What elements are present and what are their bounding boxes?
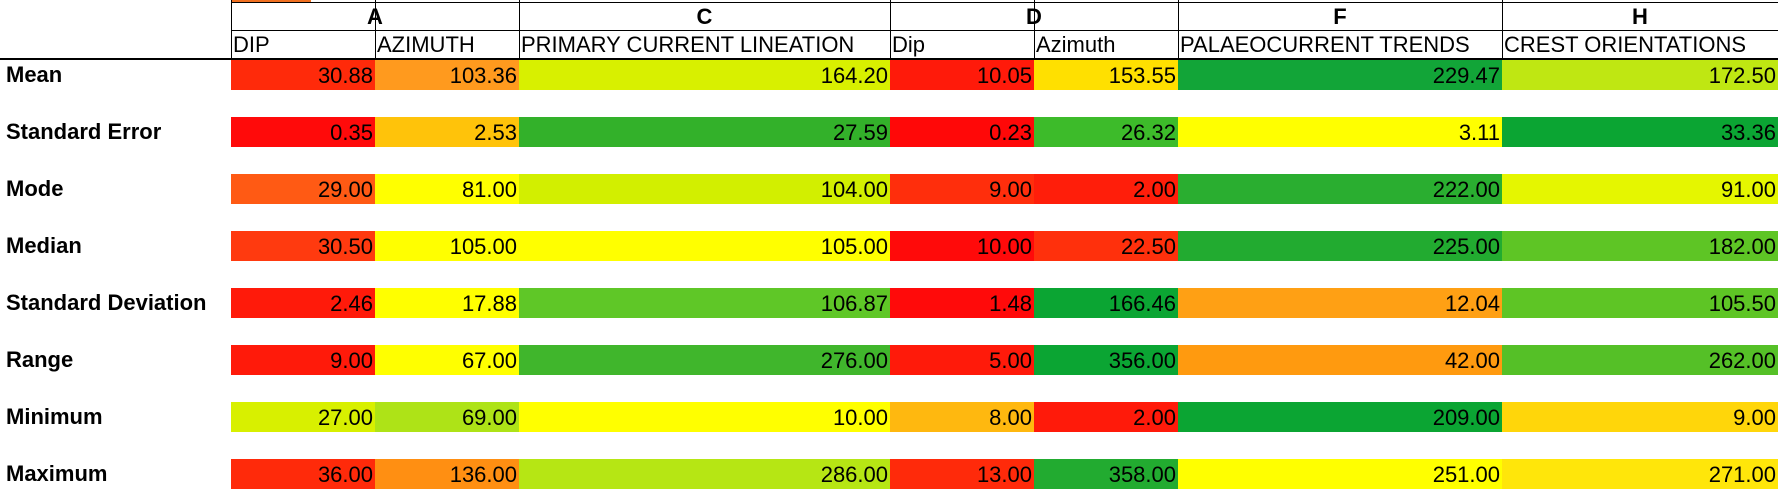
data-cell[interactable]: 105.00 — [375, 231, 519, 261]
column-header-3[interactable]: Dip — [892, 32, 926, 57]
data-cell[interactable]: 229.47 — [1178, 60, 1502, 90]
column-divider — [1034, 0, 1035, 59]
data-cell[interactable]: 172.50 — [1502, 60, 1778, 90]
data-cell[interactable]: 209.00 — [1178, 402, 1502, 432]
column-header-1[interactable]: AZIMUTH — [377, 32, 475, 57]
column-divider — [890, 0, 891, 59]
data-cell[interactable]: 29.00 — [231, 174, 375, 204]
data-cell[interactable]: 262.00 — [1502, 345, 1778, 375]
data-cell[interactable]: 105.00 — [519, 231, 890, 261]
column-divider — [1178, 0, 1179, 59]
row-label-range: Range — [6, 347, 74, 372]
data-cell[interactable]: 2.46 — [231, 288, 375, 318]
data-cell[interactable]: 3.11 — [1178, 117, 1502, 147]
column-divider — [231, 0, 232, 59]
data-cell[interactable]: 164.20 — [519, 60, 890, 90]
data-cell[interactable]: 136.00 — [375, 459, 519, 489]
data-cell[interactable]: 69.00 — [375, 402, 519, 432]
data-cell[interactable]: 251.00 — [1178, 459, 1502, 489]
row-label-standard-error: Standard Error — [6, 119, 162, 144]
data-cell[interactable]: 13.00 — [890, 459, 1034, 489]
column-header-0[interactable]: DIP — [233, 32, 270, 57]
data-cell[interactable]: 276.00 — [519, 345, 890, 375]
data-cell[interactable]: 271.00 — [1502, 459, 1778, 489]
selected-column-marker — [231, 0, 311, 3]
data-cell[interactable]: 9.00 — [1502, 402, 1778, 432]
group-header-c[interactable]: C — [696, 4, 713, 29]
data-cell[interactable]: 42.00 — [1178, 345, 1502, 375]
header-rule-bottom — [0, 58, 1778, 60]
column-divider — [375, 0, 376, 59]
row-label-maximum: Maximum — [6, 461, 108, 486]
data-cell[interactable]: 9.00 — [890, 174, 1034, 204]
data-cell[interactable]: 8.00 — [890, 402, 1034, 432]
data-cell[interactable]: 30.50 — [231, 231, 375, 261]
data-cell[interactable]: 358.00 — [1034, 459, 1178, 489]
group-header-d[interactable]: D — [890, 2, 1178, 30]
row-label-minimum: Minimum — [6, 404, 103, 429]
group-header-h[interactable]: H — [1632, 4, 1648, 29]
data-cell[interactable]: 153.55 — [1034, 60, 1178, 90]
data-cell[interactable]: 9.00 — [231, 345, 375, 375]
data-cell[interactable]: 33.36 — [1502, 117, 1778, 147]
column-header-5[interactable]: PALAEOCURRENT TRENDS — [1180, 32, 1470, 57]
data-cell[interactable]: 0.35 — [231, 117, 375, 147]
data-cell[interactable]: 1.48 — [890, 288, 1034, 318]
data-cell[interactable]: 26.32 — [1034, 117, 1178, 147]
row-label-standard-deviation: Standard Deviation — [6, 290, 207, 315]
data-cell[interactable]: 166.46 — [1034, 288, 1178, 318]
data-cell[interactable]: 12.04 — [1178, 288, 1502, 318]
data-cell[interactable]: 0.23 — [890, 117, 1034, 147]
column-divider — [1502, 0, 1503, 59]
header-rule-mid — [231, 30, 1778, 31]
data-cell[interactable]: 2.00 — [1034, 402, 1178, 432]
data-cell[interactable]: 356.00 — [1034, 345, 1178, 375]
data-cell[interactable]: 5.00 — [890, 345, 1034, 375]
data-cell[interactable]: 225.00 — [1178, 231, 1502, 261]
data-cell[interactable]: 103.36 — [375, 60, 519, 90]
header-rule-top — [231, 2, 1778, 3]
data-cell[interactable]: 286.00 — [519, 459, 890, 489]
data-cell[interactable]: 2.53 — [375, 117, 519, 147]
column-header-6[interactable]: CREST ORIENTATIONS — [1504, 32, 1747, 57]
data-cell[interactable]: 27.00 — [231, 402, 375, 432]
data-cell[interactable]: 10.00 — [519, 402, 890, 432]
data-cell[interactable]: 10.00 — [890, 231, 1034, 261]
data-cell[interactable]: 17.88 — [375, 288, 519, 318]
data-cell[interactable]: 67.00 — [375, 345, 519, 375]
data-cell[interactable]: 182.00 — [1502, 231, 1778, 261]
data-cell[interactable]: 30.88 — [231, 60, 375, 90]
data-cell[interactable]: 104.00 — [519, 174, 890, 204]
data-cell[interactable]: 222.00 — [1178, 174, 1502, 204]
row-label-median: Median — [6, 233, 82, 258]
column-header-2[interactable]: PRIMARY CURRENT LINEATION — [521, 32, 855, 57]
data-cell[interactable]: 27.59 — [519, 117, 890, 147]
data-cell[interactable]: 81.00 — [375, 174, 519, 204]
data-cell[interactable]: 91.00 — [1502, 174, 1778, 204]
group-header-f[interactable]: F — [1333, 4, 1347, 29]
data-cell[interactable]: 106.87 — [519, 288, 890, 318]
row-label-mode: Mode — [6, 176, 64, 201]
data-cell[interactable]: 105.50 — [1502, 288, 1778, 318]
column-header-4[interactable]: Azimuth — [1036, 32, 1116, 57]
data-cell[interactable]: 22.50 — [1034, 231, 1178, 261]
row-label-mean: Mean — [6, 62, 63, 87]
group-header-a[interactable]: A — [231, 2, 519, 30]
data-cell[interactable]: 2.00 — [1034, 174, 1178, 204]
column-divider — [519, 0, 520, 59]
data-cell[interactable]: 10.05 — [890, 60, 1034, 90]
data-cell[interactable]: 36.00 — [231, 459, 375, 489]
